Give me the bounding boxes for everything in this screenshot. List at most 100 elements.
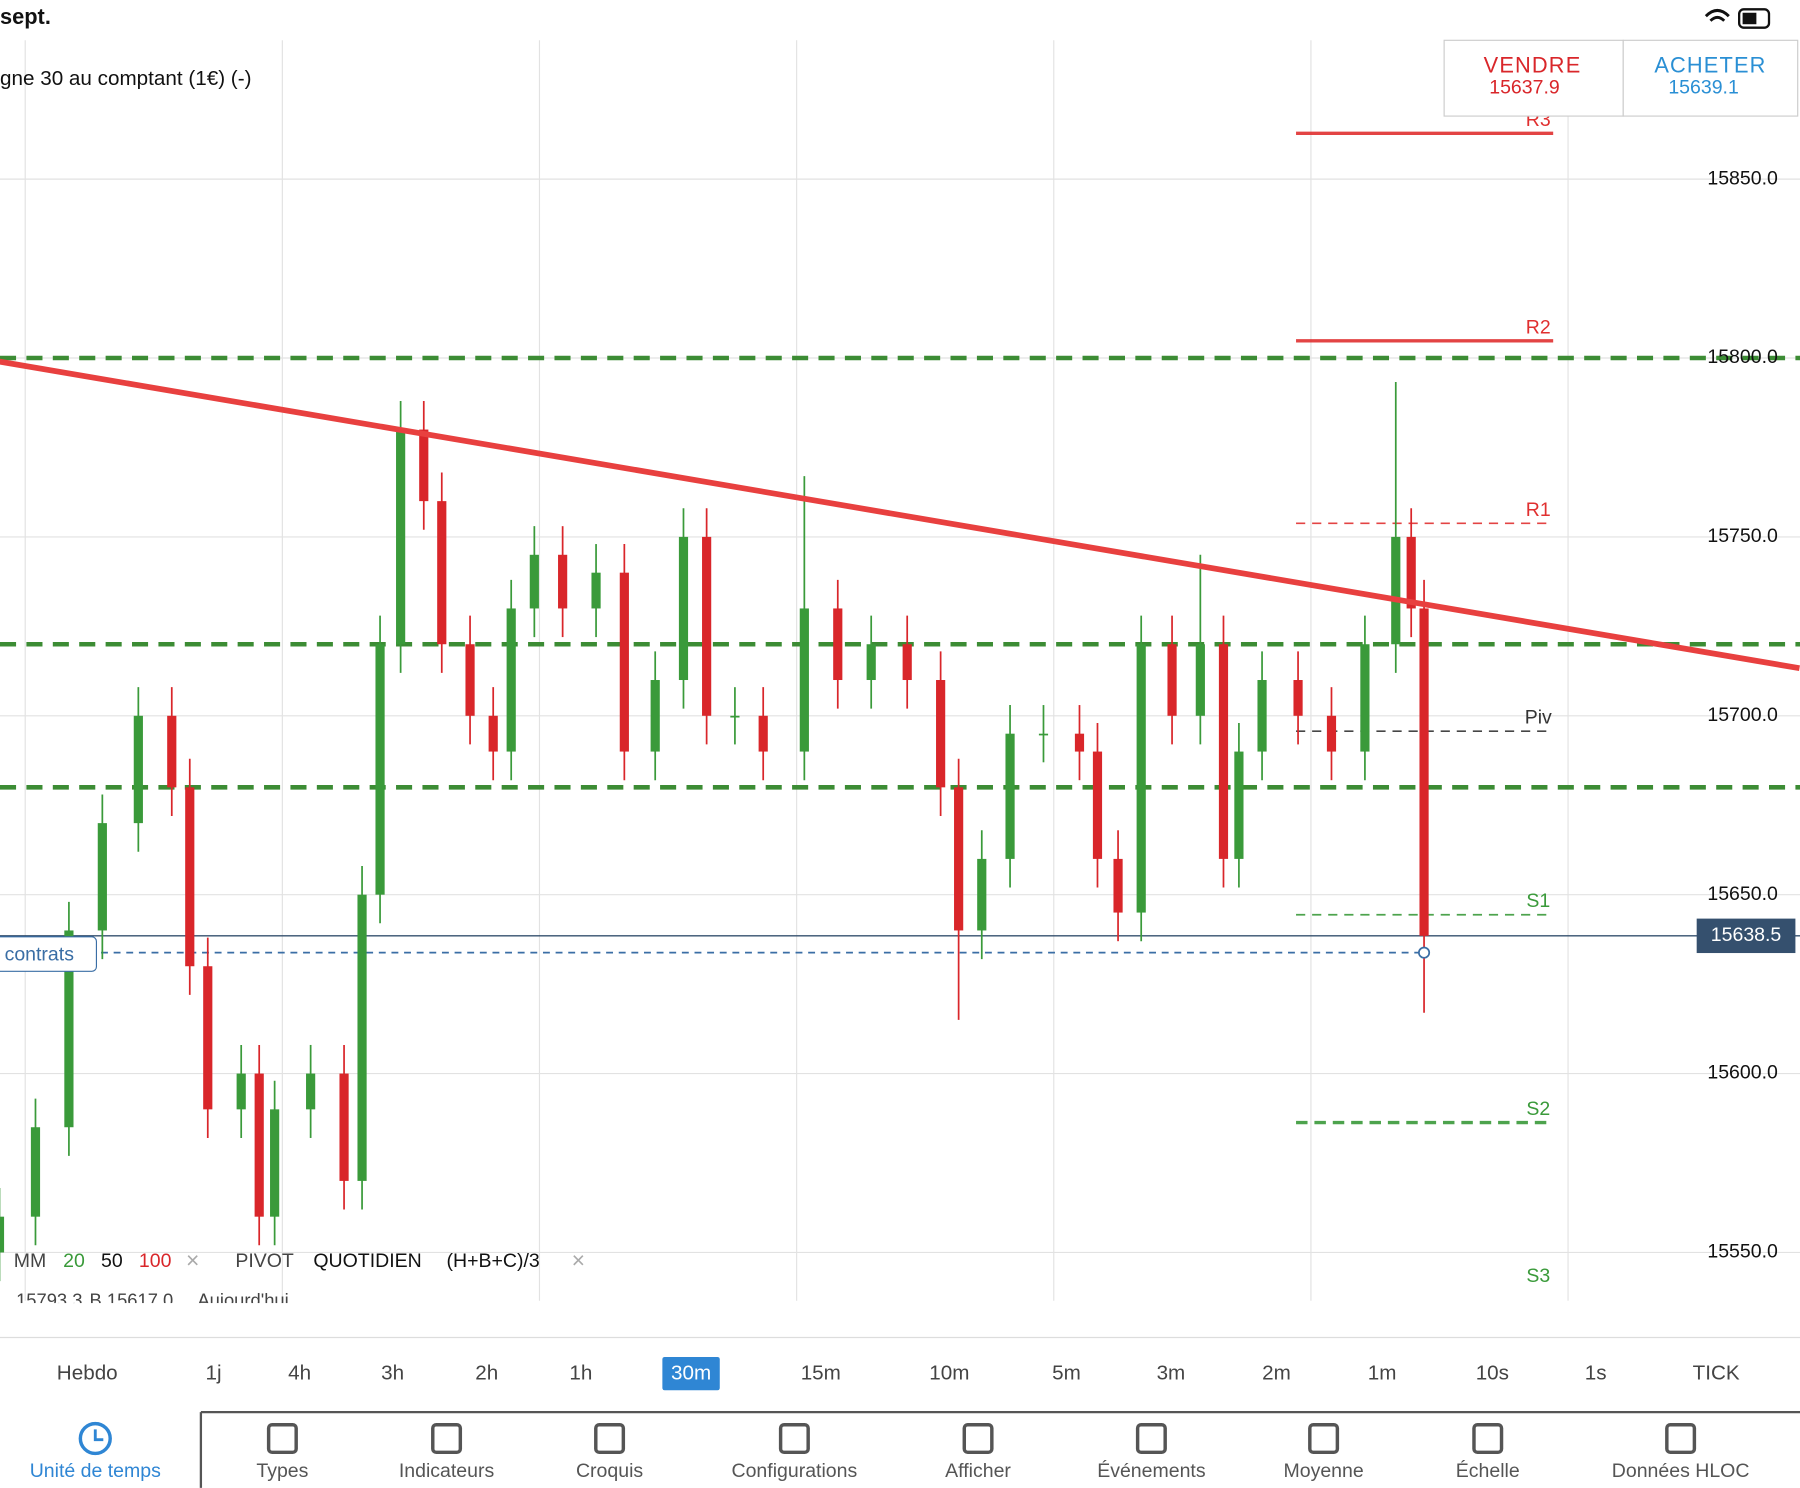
candle-body — [678, 536, 689, 681]
close-icon[interactable]: × — [186, 1247, 199, 1273]
y-tick-label: 15650.0 — [1707, 883, 1778, 905]
toolbar-icon — [266, 1423, 298, 1455]
candle-body — [1257, 680, 1267, 752]
timeframe-option[interactable]: 1m — [1368, 1362, 1397, 1385]
toolbar-item[interactable]: Croquis — [576, 1460, 643, 1482]
timeframe-option[interactable]: 1s — [1585, 1362, 1607, 1385]
toolbar-icon — [78, 1421, 112, 1456]
candle-body — [1074, 733, 1085, 752]
toolbar-item[interactable]: Moyenne — [1283, 1460, 1363, 1482]
candle-body — [357, 894, 367, 1181]
candle-body — [1234, 751, 1244, 859]
candle-body — [936, 680, 946, 788]
toolbar-item[interactable]: Événements — [1097, 1459, 1206, 1482]
candle-body — [1406, 536, 1416, 609]
timeframe-option[interactable]: 4h — [288, 1362, 311, 1385]
toolbar-item[interactable]: Types — [256, 1460, 308, 1482]
buy-label: ACHETER — [1654, 52, 1766, 77]
last-price-label: 15638.5 — [1711, 924, 1782, 946]
candle-body — [591, 572, 601, 609]
candle-body — [64, 930, 74, 1128]
grid — [0, 40, 1800, 1301]
timeframe-option[interactable]: 1j — [205, 1362, 221, 1385]
position-tag[interactable]: contrats — [0, 936, 98, 972]
last-price-dot — [1418, 946, 1431, 959]
timeframe-option[interactable]: 2m — [1262, 1362, 1291, 1385]
toolbar-icon — [962, 1423, 994, 1455]
ma-period: 100 — [139, 1250, 172, 1272]
toolbar-item[interactable]: Afficher — [945, 1460, 1011, 1482]
ma-period: 20 — [63, 1250, 85, 1272]
candle-body — [1419, 608, 1429, 936]
timeframe-option[interactable]: 5m — [1052, 1362, 1081, 1385]
toolbar-item[interactable]: Unité de temps — [30, 1460, 161, 1482]
pivot-period: QUOTIDIEN — [313, 1250, 421, 1272]
timeframe-option[interactable]: 10s — [1476, 1362, 1509, 1385]
candle-body — [799, 608, 809, 752]
candle-body — [254, 1073, 264, 1217]
toolbar-icon — [1135, 1423, 1167, 1455]
timeframe-option[interactable]: 30m — [671, 1362, 711, 1385]
timeframe-bar: Hebdo 1j 4h 3h 2h 1h 30m 15m 10m 5m 3m 2m 1m 10s 1s TIC… — [57, 1357, 1740, 1391]
position-tag-label: contrats — [5, 943, 75, 965]
candle-body — [1136, 644, 1146, 913]
timeframe-option[interactable]: TICK — [1693, 1362, 1740, 1385]
timeframe-option[interactable]: 2h — [475, 1362, 498, 1385]
close-icon[interactable]: × — [572, 1247, 585, 1273]
candle-body — [506, 608, 516, 752]
candle-body — [488, 715, 498, 752]
ma-period: 50 — [101, 1250, 123, 1272]
candle-body — [558, 554, 568, 609]
toolbar: Unité de temps Types Indicateurs Croquis Con… — [30, 1421, 1750, 1482]
y-tick-label: 15600.0 — [1707, 1062, 1778, 1084]
instrument-name: gne 30 au comptant (1€) (-) — [0, 67, 251, 90]
timeframe-option[interactable]: 3m — [1157, 1362, 1186, 1385]
candle-body — [758, 715, 768, 752]
candle-body — [375, 644, 385, 895]
sell-price: 15637.9 — [1489, 77, 1560, 99]
buy-price: 15639.1 — [1668, 77, 1739, 99]
timeframe-option[interactable]: Hebdo — [57, 1362, 118, 1385]
toolbar-item[interactable]: Données HLOC — [1612, 1460, 1750, 1482]
candle-body — [1167, 644, 1177, 716]
candle-body — [619, 572, 629, 752]
candle-body — [954, 787, 964, 931]
candle-body — [0, 1216, 5, 1253]
candle-body — [1391, 536, 1401, 645]
timeframe-option[interactable]: 3h — [381, 1362, 404, 1385]
plot — [0, 131, 1800, 1282]
candle-body — [650, 680, 660, 752]
y-tick-label: 15800.0 — [1707, 346, 1778, 368]
toolbar-icon — [93, 1429, 104, 1442]
toolbar-item[interactable]: Échelle — [1456, 1459, 1520, 1482]
candle-body — [419, 429, 429, 502]
buy-button[interactable] — [1622, 39, 1799, 117]
candle-body — [185, 787, 195, 967]
toolbar-icon — [431, 1423, 463, 1455]
status-date: sept. — [0, 4, 51, 29]
timeframe-option[interactable]: 10m — [929, 1362, 969, 1385]
toolbar-icon — [778, 1423, 810, 1455]
candle-body — [529, 554, 539, 609]
y-tick-label: 15550.0 — [1707, 1241, 1778, 1263]
candle-body — [866, 644, 876, 681]
toolbar-item[interactable]: Indicateurs — [399, 1460, 495, 1482]
candle-body — [1113, 858, 1123, 913]
candle-body — [236, 1073, 246, 1110]
candle-body — [730, 715, 740, 718]
candle-body — [1326, 715, 1337, 752]
candle-body — [203, 966, 213, 1110]
pivot-label: S3 — [1526, 1265, 1550, 1287]
toolbar-icon — [1472, 1423, 1504, 1455]
timeframe-option[interactable]: 1h — [569, 1362, 592, 1385]
candle-body — [167, 715, 177, 788]
candle-body — [833, 608, 843, 681]
last-price-box — [1696, 918, 1796, 954]
toolbar-item[interactable]: Configurations — [732, 1460, 858, 1482]
trade-buttons: VENDRE 15637.9 ACHETER 15639.1 — [1443, 39, 1799, 117]
candle-body — [1218, 644, 1229, 859]
candle-body — [97, 823, 107, 931]
candle-body — [702, 536, 712, 716]
timeframe-option[interactable]: 15m — [801, 1362, 841, 1385]
